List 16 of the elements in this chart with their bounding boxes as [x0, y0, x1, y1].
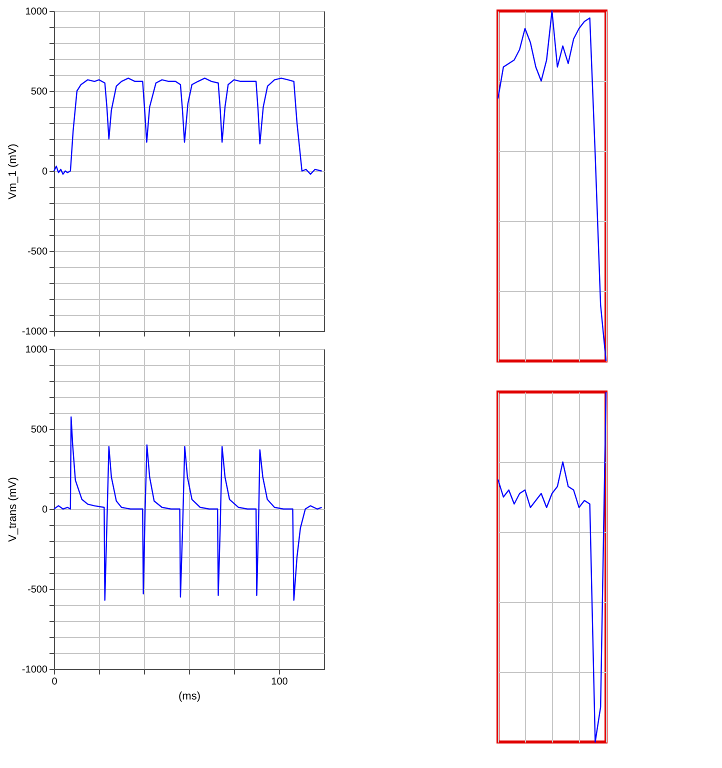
y-tick-label: 0 [42, 504, 48, 516]
y-tick-label: -1000 [22, 326, 48, 338]
y-tick-label: -1000 [22, 664, 48, 676]
line-series [53, 78, 322, 175]
line-series [53, 416, 322, 601]
y-axis-title: V_trans (mV) [6, 477, 19, 542]
y-tick-label: 1000 [25, 344, 48, 356]
x-tick-label: 100 [271, 676, 288, 688]
y-tick-label: 1000 [25, 6, 48, 18]
y-axis-title: Vm_1 (mV) [6, 144, 19, 200]
x-axis-title: (ms) [178, 690, 200, 702]
y-tick-label: 0 [42, 166, 48, 178]
y-tick-label: -500 [27, 246, 48, 258]
y-tick-label: 500 [30, 86, 48, 98]
y-tick-label: 500 [30, 424, 48, 436]
y-tick-label: -500 [27, 584, 48, 596]
